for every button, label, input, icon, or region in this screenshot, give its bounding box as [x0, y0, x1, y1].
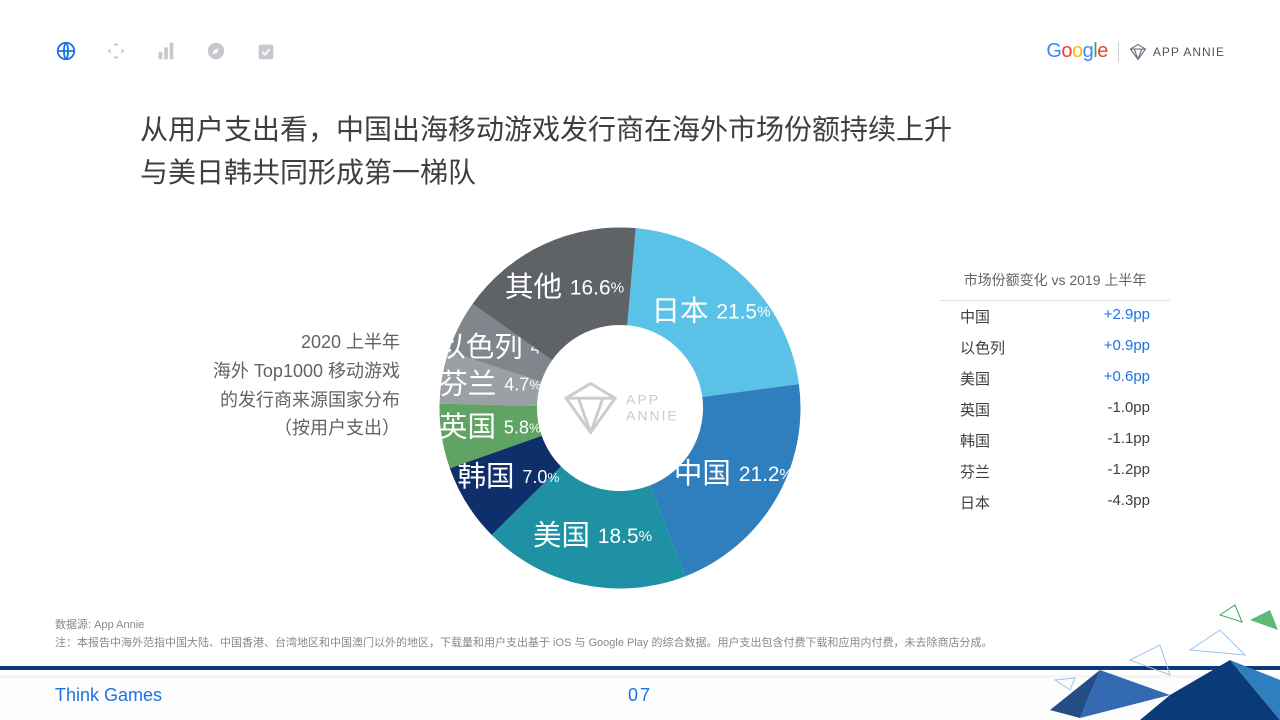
table-row: 韩国 -1.1pp	[940, 425, 1170, 456]
delta-cell: -4.3pp	[1107, 492, 1150, 513]
country-cell: 以色列	[960, 337, 1005, 358]
footnote-source: 数据源: App Annie	[55, 616, 144, 632]
google-logo: Google	[1046, 40, 1108, 63]
chart-desc-line: 的发行商来源国家分布	[140, 386, 400, 415]
donut-chart: 日本 21.5%中国 21.2%美国 18.5%韩国 7.0%英国 5.8%芬兰…	[430, 218, 810, 598]
page-number: 07	[628, 685, 652, 706]
table-row: 中国 +2.9pp	[940, 301, 1170, 332]
table-header: 市场份额变化 vs 2019 上半年	[940, 270, 1170, 301]
country-cell: 美国	[960, 368, 990, 389]
delta-cell: -1.1pp	[1107, 430, 1150, 451]
title-line-1: 从用户支出看，中国出海移动游戏发行商在海外市场份额持续上升	[140, 108, 1140, 151]
globe-icon[interactable]	[55, 40, 77, 62]
table-row: 美国 +0.6pp	[940, 363, 1170, 394]
appannie-logo: APP ANNIE	[1129, 43, 1225, 61]
delta-cell: +0.9pp	[1104, 337, 1150, 358]
change-table: 市场份额变化 vs 2019 上半年 中国 +2.9pp 以色列 +0.9pp 美国 +0…	[940, 270, 1170, 518]
table-row: 英国 -1.0pp	[940, 394, 1170, 425]
title-line-2: 与美日韩共同形成第一梯队	[140, 151, 1140, 194]
delta-cell: +2.9pp	[1104, 306, 1150, 327]
chart-desc-line: 海外 Top1000 移动游戏	[140, 357, 400, 386]
logos: Google APP ANNIE	[1046, 40, 1225, 63]
bar-chart-icon[interactable]	[155, 40, 177, 62]
table-row: 日本 -4.3pp	[940, 487, 1170, 518]
move-icon[interactable]	[105, 40, 127, 62]
chart-desc-line: 2020 上半年	[140, 328, 400, 357]
country-cell: 韩国	[960, 430, 990, 451]
table-row: 芬兰 -1.2pp	[940, 456, 1170, 487]
footnote-text: 注：本报告中海外范指中国大陆、中国香港、台湾地区和中国澳门以外的地区，下载量和用…	[55, 634, 1225, 650]
slice-label: 日本 21.5%	[651, 295, 770, 327]
footer-brand: Think Games	[55, 685, 162, 706]
slice-label: 美国 18.5%	[533, 519, 652, 551]
country-cell: 英国	[960, 399, 990, 420]
table-row: 以色列 +0.9pp	[940, 332, 1170, 363]
delta-cell: +0.6pp	[1104, 368, 1150, 389]
chart-description: 2020 上半年海外 Top1000 移动游戏的发行商来源国家分布（按用户支出）	[140, 328, 400, 443]
country-cell: 芬兰	[960, 461, 990, 482]
delta-cell: -1.2pp	[1107, 461, 1150, 482]
compass-icon[interactable]	[205, 40, 227, 62]
slide-title: 从用户支出看，中国出海移动游戏发行商在海外市场份额持续上升 与美日韩共同形成第一…	[140, 108, 1140, 195]
checkbox-icon[interactable]	[255, 40, 277, 62]
country-cell: 日本	[960, 492, 990, 513]
chart-desc-line: （按用户支出）	[140, 414, 400, 443]
delta-cell: -1.0pp	[1107, 399, 1150, 420]
country-cell: 中国	[960, 306, 990, 327]
top-nav-icons	[55, 40, 277, 62]
slice-label: 中国 21.2%	[674, 458, 793, 490]
slice-label: 其他 16.6%	[505, 271, 624, 303]
footer-bar: Think Games 07	[0, 666, 1280, 720]
chart-watermark: APP ANNIE	[561, 379, 679, 438]
